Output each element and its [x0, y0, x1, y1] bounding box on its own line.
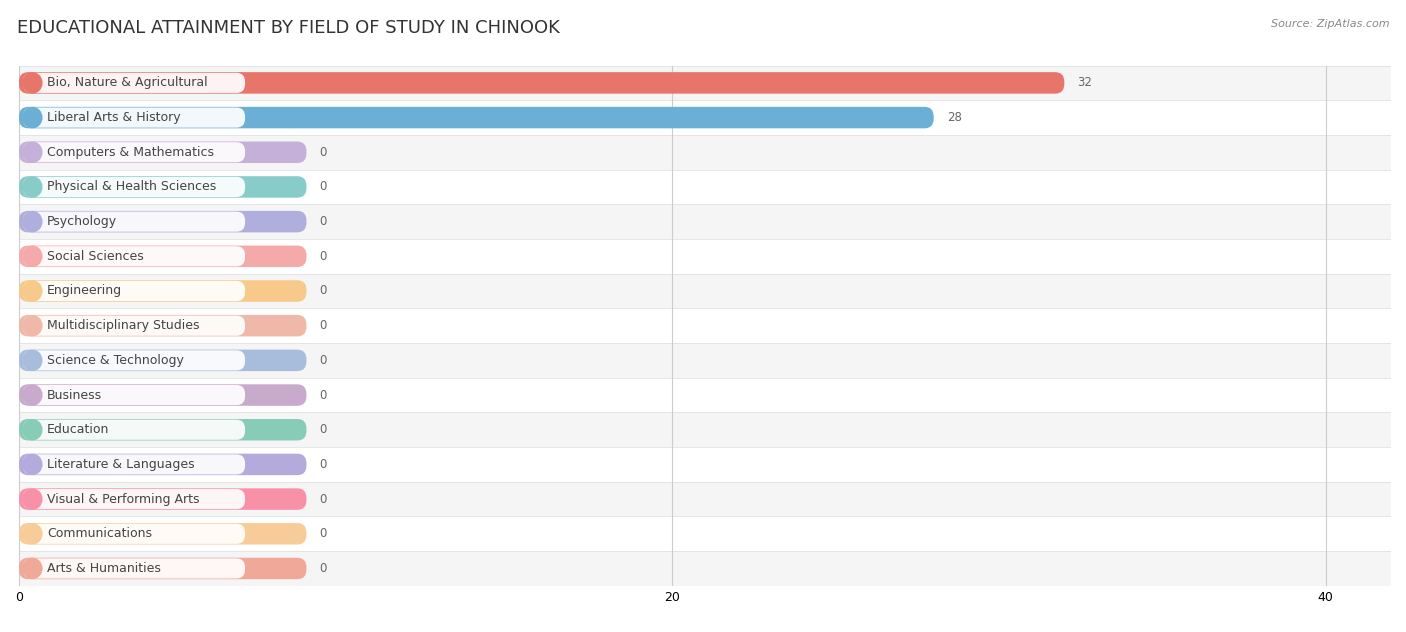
FancyBboxPatch shape: [20, 211, 307, 233]
FancyBboxPatch shape: [20, 489, 307, 510]
Circle shape: [22, 315, 42, 336]
FancyBboxPatch shape: [20, 107, 934, 128]
Circle shape: [22, 559, 42, 578]
Circle shape: [22, 107, 42, 128]
Text: Source: ZipAtlas.com: Source: ZipAtlas.com: [1271, 19, 1389, 29]
Bar: [20, 343, 1391, 378]
Bar: [20, 66, 1391, 100]
FancyBboxPatch shape: [22, 524, 245, 544]
Circle shape: [22, 73, 42, 93]
Text: Engineering: Engineering: [46, 284, 122, 298]
Text: 0: 0: [319, 562, 328, 575]
FancyBboxPatch shape: [22, 212, 245, 232]
FancyBboxPatch shape: [22, 107, 245, 128]
Text: Business: Business: [46, 389, 101, 401]
Circle shape: [22, 524, 42, 544]
FancyBboxPatch shape: [20, 557, 307, 579]
FancyBboxPatch shape: [20, 384, 307, 406]
Text: Psychology: Psychology: [46, 215, 117, 228]
Text: 0: 0: [319, 181, 328, 193]
Text: EDUCATIONAL ATTAINMENT BY FIELD OF STUDY IN CHINOOK: EDUCATIONAL ATTAINMENT BY FIELD OF STUDY…: [17, 19, 560, 37]
Bar: [20, 378, 1391, 413]
Bar: [20, 169, 1391, 204]
FancyBboxPatch shape: [22, 73, 245, 93]
Bar: [20, 413, 1391, 447]
FancyBboxPatch shape: [22, 559, 245, 578]
Text: Bio, Nature & Agricultural: Bio, Nature & Agricultural: [46, 76, 208, 89]
Text: Social Sciences: Social Sciences: [46, 250, 143, 263]
FancyBboxPatch shape: [20, 454, 307, 475]
Text: 0: 0: [319, 354, 328, 367]
Text: 0: 0: [319, 284, 328, 298]
FancyBboxPatch shape: [22, 142, 245, 162]
Text: Communications: Communications: [46, 527, 152, 540]
Bar: [20, 239, 1391, 274]
FancyBboxPatch shape: [22, 489, 245, 509]
FancyBboxPatch shape: [22, 246, 245, 266]
Bar: [20, 447, 1391, 482]
Circle shape: [22, 142, 42, 162]
Text: 0: 0: [319, 389, 328, 401]
Bar: [20, 204, 1391, 239]
Text: Science & Technology: Science & Technology: [46, 354, 184, 367]
FancyBboxPatch shape: [22, 177, 245, 197]
Text: 0: 0: [319, 423, 328, 436]
Text: Literature & Languages: Literature & Languages: [46, 458, 194, 471]
FancyBboxPatch shape: [22, 420, 245, 440]
Circle shape: [22, 246, 42, 266]
Text: 0: 0: [319, 527, 328, 540]
Bar: [20, 274, 1391, 308]
Text: Multidisciplinary Studies: Multidisciplinary Studies: [46, 319, 200, 332]
Circle shape: [22, 420, 42, 440]
Text: 32: 32: [1077, 76, 1092, 89]
Circle shape: [22, 212, 42, 232]
Bar: [20, 551, 1391, 586]
Circle shape: [22, 454, 42, 475]
Text: 0: 0: [319, 458, 328, 471]
Text: Physical & Health Sciences: Physical & Health Sciences: [46, 181, 217, 193]
Text: 0: 0: [319, 492, 328, 506]
FancyBboxPatch shape: [22, 454, 245, 475]
Text: Computers & Mathematics: Computers & Mathematics: [46, 146, 214, 159]
Text: 0: 0: [319, 319, 328, 332]
FancyBboxPatch shape: [20, 280, 307, 301]
FancyBboxPatch shape: [20, 72, 1064, 94]
Bar: [20, 516, 1391, 551]
Bar: [20, 135, 1391, 169]
Bar: [20, 100, 1391, 135]
Circle shape: [22, 385, 42, 405]
Circle shape: [22, 489, 42, 509]
FancyBboxPatch shape: [22, 315, 245, 336]
Bar: [20, 482, 1391, 516]
FancyBboxPatch shape: [20, 523, 307, 545]
FancyBboxPatch shape: [22, 385, 245, 405]
Text: Visual & Performing Arts: Visual & Performing Arts: [46, 492, 200, 506]
FancyBboxPatch shape: [20, 176, 307, 198]
Text: 0: 0: [319, 250, 328, 263]
Text: Education: Education: [46, 423, 110, 436]
FancyBboxPatch shape: [20, 349, 307, 371]
FancyBboxPatch shape: [22, 350, 245, 370]
Text: 0: 0: [319, 215, 328, 228]
Text: Arts & Humanities: Arts & Humanities: [46, 562, 160, 575]
FancyBboxPatch shape: [20, 246, 307, 267]
Text: 0: 0: [319, 146, 328, 159]
Circle shape: [22, 177, 42, 197]
Text: Liberal Arts & History: Liberal Arts & History: [46, 111, 180, 124]
Circle shape: [22, 281, 42, 301]
Bar: [20, 308, 1391, 343]
FancyBboxPatch shape: [22, 281, 245, 301]
FancyBboxPatch shape: [20, 419, 307, 441]
FancyBboxPatch shape: [20, 315, 307, 336]
Circle shape: [22, 350, 42, 370]
Text: 28: 28: [946, 111, 962, 124]
FancyBboxPatch shape: [20, 142, 307, 163]
